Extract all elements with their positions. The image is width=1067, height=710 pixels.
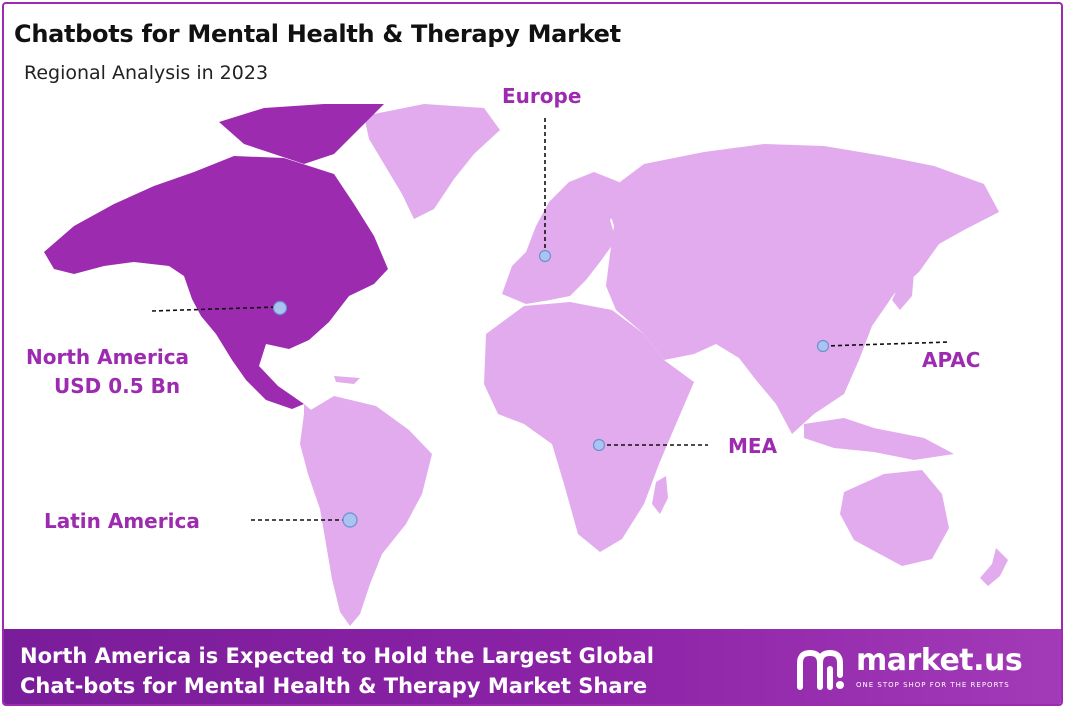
page-subtitle: Regional Analysis in 2023 — [24, 62, 269, 84]
north-america-label: North America — [26, 345, 190, 369]
europe-shape — [502, 172, 626, 304]
footer-banner: North America is Expected to Hold the La… — [4, 629, 1061, 704]
southeast-asia-islands-shape — [804, 418, 954, 460]
page-title: Chatbots for Mental Health & Therapy Mar… — [14, 20, 621, 48]
latin-america-marker[interactable] — [342, 512, 358, 528]
central-america-shape — [304, 376, 360, 428]
south-america-shape — [300, 396, 432, 626]
north-america-shape — [44, 156, 388, 409]
australia-shape — [840, 470, 949, 566]
apac-marker[interactable] — [816, 339, 830, 353]
north-america-marker[interactable] — [272, 300, 288, 316]
mea-marker[interactable] — [592, 438, 606, 452]
brand-name: market.us — [856, 643, 1023, 678]
footer-message: North America is Expected to Hold the La… — [20, 641, 654, 701]
market-us-logo-icon — [797, 649, 844, 690]
apac-label: APAC — [922, 348, 981, 372]
footer-line-1: North America is Expected to Hold the La… — [20, 644, 654, 668]
europe-label: Europe — [502, 84, 582, 108]
footer-line-2: Chat-bots for Mental Health & Therapy Ma… — [20, 674, 648, 698]
world-map — [44, 104, 1008, 626]
new-zealand-shape — [980, 548, 1008, 586]
asia-shape — [604, 144, 999, 434]
mea-label: MEA — [728, 434, 778, 458]
japan-shape — [892, 266, 914, 310]
greenland-shape — [364, 104, 500, 219]
madagascar-shape — [652, 476, 668, 514]
north-america-value: USD 0.5 Bn — [54, 374, 181, 398]
europe-marker[interactable] — [538, 249, 552, 263]
apac-leader-line — [823, 341, 951, 347]
brand-logo[interactable]: market.us ONE STOP SHOP FOR THE REPORTS — [794, 643, 1044, 695]
arctic-islands-shape — [219, 104, 384, 164]
brand-tagline: ONE STOP SHOP FOR THE REPORTS — [856, 681, 1010, 689]
north-america-leader-line — [151, 306, 279, 312]
latin-america-label: Latin America — [44, 509, 200, 533]
africa-shape — [484, 302, 694, 552]
